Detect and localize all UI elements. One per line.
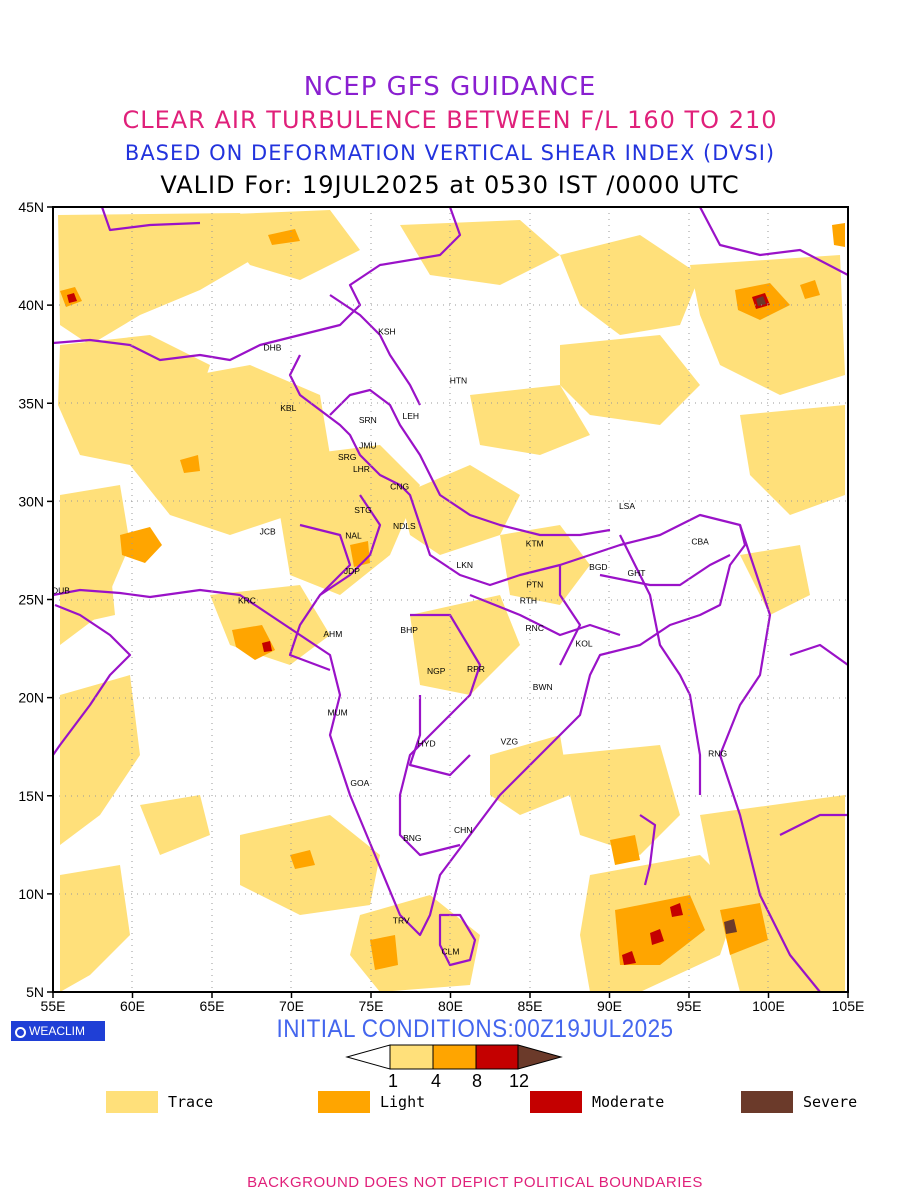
lat-label: 15N (18, 788, 44, 804)
lon-label: 70E (279, 998, 304, 1014)
station-label: SRG (338, 452, 356, 462)
station-label: GOA (350, 778, 369, 788)
colorbar-severe-end (517, 1044, 563, 1070)
station-label: RPR (467, 664, 485, 674)
station-label: NGP (427, 666, 446, 676)
station-label: PTN (526, 580, 543, 590)
station-label: AHM (323, 629, 342, 639)
initial-conditions: INITIAL CONDITIONS:00Z19JUL2025 (276, 1015, 674, 1043)
station-label: KRC (238, 595, 256, 605)
lon-label: 60E (120, 998, 145, 1014)
lat-label: 25N (18, 592, 44, 608)
lon-label: 105E (832, 998, 865, 1014)
station-label: JMU (359, 440, 376, 450)
legend-label: Severe (803, 1093, 858, 1111)
station-label: CNG (390, 482, 409, 492)
boundary-lines (53, 207, 848, 992)
station-label: LSA (619, 501, 635, 511)
longitude-labels: 55E 60E 65E 70E 75E 80E 85E 90E 95E 100E 105E (41, 998, 865, 1014)
station-label: JDP (344, 566, 360, 576)
station-label: BWN (533, 682, 553, 692)
station-label: CLM (442, 947, 460, 957)
colorbar-tick-label: 4 (430, 1071, 441, 1091)
latitude-labels: 45N 40N 35N 30N 25N 20N 15N 10N 5N (18, 199, 44, 1000)
legend-label: Moderate (592, 1093, 665, 1111)
lon-label: 90E (597, 998, 622, 1014)
station-label: VZG (501, 737, 518, 747)
station-label: NAL (345, 531, 362, 541)
colorbar-below-min (345, 1044, 391, 1070)
valid-time: VALID For: 19JUL2025 at 0530 IST /0000 U… (160, 171, 740, 199)
station-label: CBA (691, 537, 709, 547)
station-label: TRV (393, 915, 410, 925)
lat-label: 45N (18, 199, 44, 215)
station-label: KBL (280, 403, 296, 413)
station-label: HYD (418, 739, 436, 749)
chart-subtitle: CLEAR AIR TURBULENCE BETWEEN F/L 160 TO … (122, 106, 778, 134)
station-label: CHN (454, 825, 472, 835)
station-label: JCB (260, 527, 276, 537)
legend-swatch (741, 1091, 793, 1113)
station-label: RTH (520, 595, 537, 605)
turbulence-field (58, 210, 845, 992)
station-label: LHR (353, 464, 370, 474)
lon-label: 75E (359, 998, 384, 1014)
station-label: KSH (378, 327, 395, 337)
station-label: BGD (589, 562, 607, 572)
station-label: GHT (628, 568, 646, 578)
chart-title: NCEP GFS GUIDANCE (303, 72, 597, 102)
station-label: BHP (400, 625, 418, 635)
legend-label: Trace (168, 1093, 214, 1111)
colorbar-tick-label: 8 (471, 1071, 482, 1091)
colorbar-light-bin (432, 1044, 477, 1070)
colorbar (345, 1044, 563, 1070)
lon-label: 65E (200, 998, 225, 1014)
station-label: NDLS (393, 521, 416, 531)
station-label: STG (354, 505, 371, 515)
lon-label: 55E (41, 998, 66, 1014)
station-label: LEH (402, 411, 419, 421)
station-label: KOL (576, 639, 593, 649)
legend-swatch (530, 1091, 582, 1113)
lon-label: 80E (438, 998, 463, 1014)
lat-label: 10N (18, 886, 44, 902)
lon-label: 85E (518, 998, 543, 1014)
lon-label: 95E (677, 998, 702, 1014)
footer-note: BACKGROUND DOES NOT DEPICT POLITICAL BOU… (247, 1174, 703, 1191)
weaclim-logo: WEACLIM (11, 1021, 105, 1041)
station-label: KTM (526, 539, 544, 549)
legend-label: Light (380, 1093, 426, 1111)
station-label: LKN (457, 560, 474, 570)
colorbar-trace-bin (389, 1044, 434, 1070)
lon-label: 100E (752, 998, 785, 1014)
colorbar-tick-label: 12 (508, 1071, 530, 1091)
lat-label: 20N (18, 690, 44, 706)
station-label: SRN (359, 415, 377, 425)
lat-label: 35N (18, 395, 44, 411)
station-label: DHB (263, 342, 281, 352)
grid-lines (53, 207, 848, 992)
station-label: BNG (403, 833, 421, 843)
station-label: DUB (52, 586, 70, 596)
colorbar-moderate-bin (475, 1044, 519, 1070)
weaclim-circle-icon (15, 1027, 26, 1038)
brand-label: WEACLIM (29, 1024, 86, 1038)
lat-label: 30N (18, 493, 44, 509)
station-label: RNC (526, 623, 544, 633)
lat-label: 5N (26, 984, 44, 1000)
index-description: BASED ON DEFORMATION VERTICAL SHEAR INDE… (124, 141, 776, 165)
turbulence-map: 45N 40N 35N 30N 25N 20N 15N 10N 5N 55E 60E 65E 70E 7… (18, 199, 865, 1014)
station-label: HTN (450, 376, 467, 386)
legend-swatch (106, 1091, 158, 1113)
lat-label: 40N (18, 297, 44, 313)
station-label: MUM (327, 707, 347, 717)
station-label: RNG (708, 749, 727, 759)
legend-swatch (318, 1091, 370, 1113)
colorbar-tick-label: 1 (387, 1071, 398, 1091)
